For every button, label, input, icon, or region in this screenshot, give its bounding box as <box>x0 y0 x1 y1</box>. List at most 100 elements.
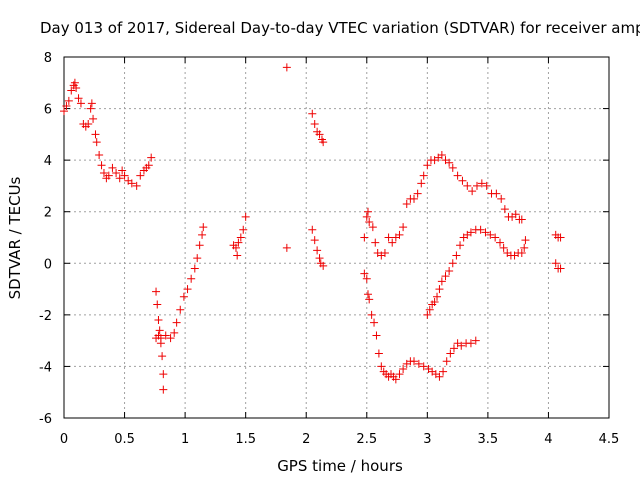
data-point <box>127 179 136 188</box>
data-point <box>64 96 73 105</box>
y-tick-label: -4 <box>39 360 52 375</box>
data-point <box>315 254 324 263</box>
x-tick-label: 1.5 <box>235 432 256 447</box>
data-point <box>310 120 319 129</box>
data-point <box>472 181 481 190</box>
data-point <box>159 385 168 394</box>
data-point <box>152 287 161 296</box>
data-point <box>159 370 168 379</box>
series-satellite-f <box>360 150 526 260</box>
series-satellite-b <box>152 223 208 394</box>
data-point <box>198 230 207 239</box>
series-satellite-a <box>60 78 156 190</box>
data-point <box>170 328 179 337</box>
data-point <box>319 138 328 147</box>
data-point <box>76 99 85 108</box>
data-point <box>362 212 371 221</box>
data-point <box>239 225 248 234</box>
data-point <box>282 63 291 72</box>
data-point <box>60 107 68 116</box>
data-point <box>183 285 192 294</box>
data-point <box>132 181 141 190</box>
data-point <box>437 277 446 286</box>
data-point <box>446 349 455 358</box>
data-point <box>161 331 170 340</box>
data-point <box>496 238 504 247</box>
y-tick-label: 8 <box>44 51 52 66</box>
data-point <box>492 189 501 198</box>
x-tick-label: 1 <box>181 432 189 447</box>
data-point <box>435 285 444 294</box>
data-point <box>372 331 381 340</box>
series-satellite-e <box>308 109 328 270</box>
data-point <box>466 228 475 237</box>
data-point <box>166 334 175 343</box>
data-point <box>468 187 477 196</box>
data-point <box>319 261 328 270</box>
y-tick-label: 4 <box>44 154 52 169</box>
data-point <box>308 225 317 234</box>
data-point <box>517 248 526 257</box>
data-point <box>388 238 397 247</box>
data-point <box>95 150 104 159</box>
data-point <box>395 370 404 379</box>
data-point <box>176 305 185 314</box>
y-tick-label: 0 <box>44 257 52 272</box>
data-point <box>147 153 156 162</box>
data-point <box>118 166 127 175</box>
series-satellite-g <box>360 269 480 384</box>
x-tick-label: 3.5 <box>478 432 499 447</box>
data-point <box>448 163 457 172</box>
data-point <box>476 225 485 234</box>
y-tick-label: 2 <box>44 206 52 221</box>
data-point <box>179 292 188 301</box>
data-point <box>156 334 165 343</box>
data-point <box>365 295 374 304</box>
data-point <box>97 161 106 170</box>
data-point <box>435 372 444 381</box>
data-points <box>60 63 565 394</box>
data-point <box>380 248 389 257</box>
data-point <box>108 163 117 172</box>
x-tick-label: 3 <box>423 432 431 447</box>
data-point <box>155 326 164 335</box>
data-point <box>195 241 204 250</box>
data-point <box>520 243 529 252</box>
data-point <box>153 300 162 309</box>
data-point <box>241 212 250 221</box>
data-point <box>439 367 448 376</box>
data-point <box>413 189 422 198</box>
data-point <box>313 246 322 255</box>
data-point <box>89 114 98 123</box>
data-point <box>367 310 376 319</box>
data-point <box>91 130 100 139</box>
data-point <box>399 223 408 232</box>
y-tick-label: -6 <box>39 412 52 427</box>
data-point <box>112 169 121 178</box>
data-point <box>457 341 466 350</box>
data-point <box>430 297 439 306</box>
x-tick-label: 2.5 <box>356 432 377 447</box>
data-point <box>471 336 480 345</box>
series-satellite-d <box>282 63 291 252</box>
data-point <box>74 94 83 103</box>
data-point <box>172 318 181 327</box>
data-point <box>517 215 526 224</box>
x-tick-label: 0.5 <box>114 432 135 447</box>
data-point <box>391 375 400 384</box>
data-point <box>308 109 317 118</box>
data-point <box>423 161 432 170</box>
data-point <box>115 174 124 183</box>
data-point <box>363 290 372 299</box>
data-point <box>437 150 446 159</box>
data-point <box>419 362 428 371</box>
x-tick-label: 4.5 <box>599 432 620 447</box>
data-point <box>445 158 454 167</box>
series-satellite-i <box>551 230 565 273</box>
data-point <box>84 120 93 129</box>
x-tick-labels: 0 0.5 1 1.5 2 2.5 3 3.5 4 4.5 <box>60 432 619 447</box>
y-tick-labels: -6 -4 -2 0 2 4 6 8 <box>39 51 52 427</box>
data-point <box>441 272 450 281</box>
data-point <box>360 233 369 242</box>
